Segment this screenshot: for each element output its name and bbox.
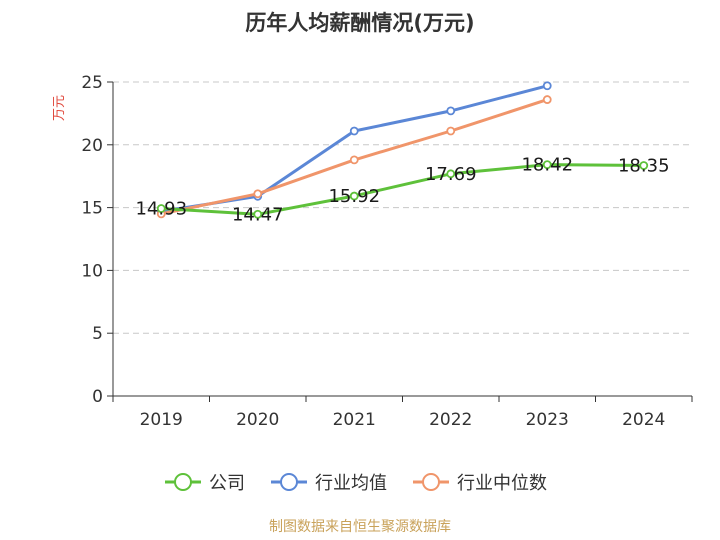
x-tick-label-2022: 2022: [429, 410, 472, 430]
y-tick-label-20: 20: [81, 136, 103, 156]
data-label-2020: 14.47: [232, 204, 284, 225]
series-2-point-2020: [253, 189, 263, 199]
series-2-point-2023: [542, 95, 552, 104]
legend-label-0: 公司: [209, 473, 245, 494]
legend-item-0: 公司: [165, 473, 245, 494]
data-label-2022: 17.69: [425, 164, 477, 185]
series-line-0: [159, 163, 646, 216]
series-0-point-2024: [639, 161, 649, 170]
series-1-point-2021: [349, 126, 359, 136]
series-0-point-2023: [542, 160, 552, 170]
x-tick-label-2021: 2021: [333, 410, 376, 430]
y-axis-label: 万元: [52, 95, 67, 121]
legend-item-2: 行业中位数: [413, 473, 547, 494]
chart-title: 历年人均薪酬情况(万元): [245, 11, 474, 35]
source-note: 制图数据来自恒生聚源数据库: [269, 519, 451, 535]
series-group: [156, 81, 649, 219]
series-1-point-2022: [446, 106, 456, 116]
axes: 0 5 10 15 20 25 2019 2020 2021 2022 2023 2024: [81, 73, 693, 430]
x-tick-label-2024: 2024: [622, 410, 665, 430]
legend-item-1: 行业均值: [271, 473, 387, 494]
x-tick-label-2020: 2020: [236, 410, 279, 430]
legend-marker-2: [422, 473, 440, 491]
series-2-point-2021: [349, 155, 359, 165]
legend-marker-0: [174, 473, 192, 491]
x-tick-label-2019: 2019: [140, 410, 183, 430]
y-tick-label-10: 10: [81, 261, 103, 281]
series-0-point-2021: [349, 191, 359, 201]
data-labels: 14.93 14.47 15.92 17.69 18.42 18.35: [135, 155, 669, 226]
series-2-point-2022: [446, 126, 456, 136]
y-tick-label-25: 25: [81, 73, 103, 93]
series-0-point-2019: [156, 204, 166, 213]
y-tick-label-5: 5: [92, 324, 103, 344]
x-tick-label-2023: 2023: [526, 410, 569, 430]
data-label-2021: 15.92: [328, 186, 380, 207]
series-1-point-2023: [542, 81, 552, 91]
y-tick-label-0: 0: [92, 387, 103, 407]
series-0-point-2022: [446, 169, 456, 179]
data-label-2019: 14.93: [135, 198, 187, 219]
grid-lines: [113, 81, 692, 334]
legend-label-1: 行业均值: [315, 473, 387, 494]
data-label-2023: 18.42: [521, 155, 573, 176]
series-0-point-2020: [253, 209, 263, 219]
y-tick-label-15: 15: [81, 199, 103, 219]
legend-label-2: 行业中位数: [457, 473, 547, 494]
legend: 公司 行业均值 行业中位数: [165, 473, 547, 494]
legend-marker-1: [280, 473, 298, 491]
data-label-2024: 18.35: [618, 156, 670, 177]
